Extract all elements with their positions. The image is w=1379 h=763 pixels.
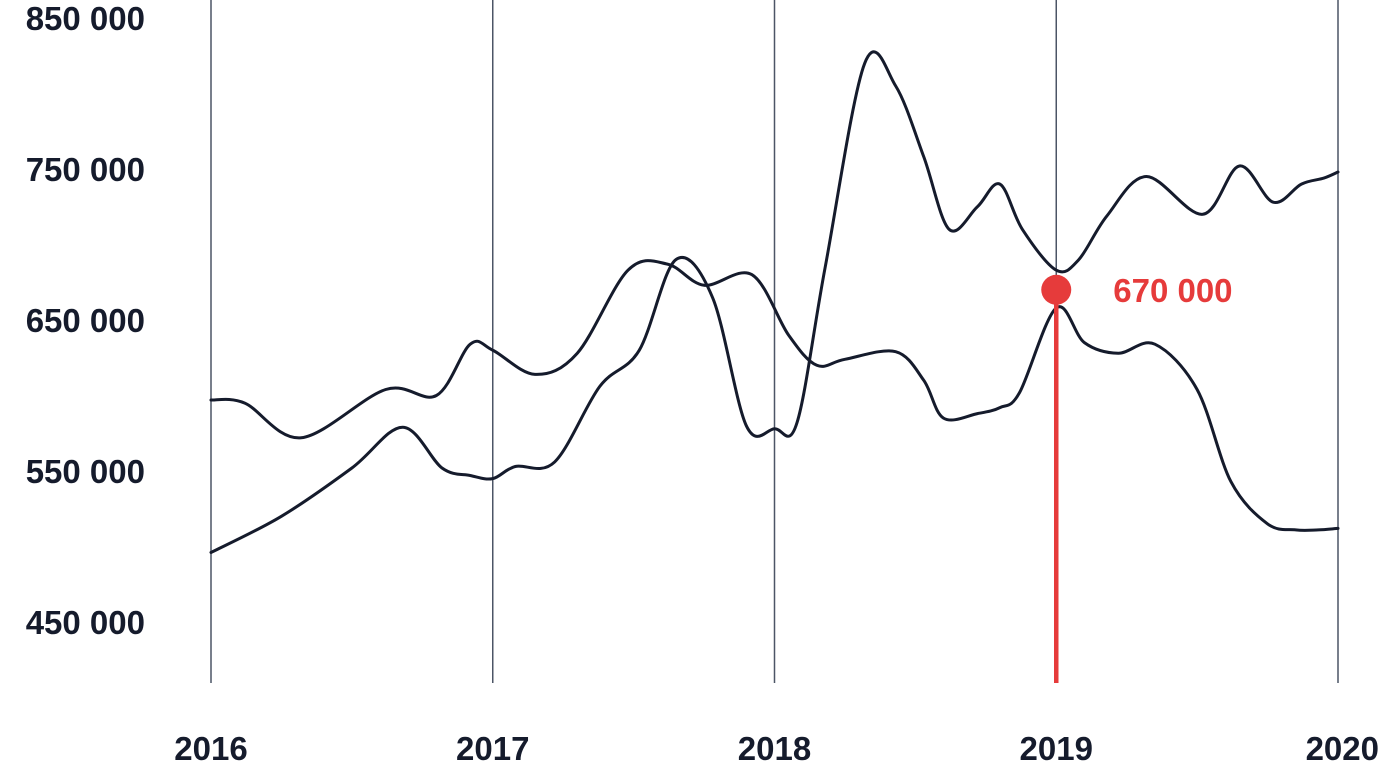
y-tick-label-450000: 450 000: [26, 604, 145, 641]
x-tick-label-2016: 2016: [174, 730, 247, 763]
x-axis-tick-labels: 2016 2017 2018 2019 2020: [174, 730, 1379, 763]
y-tick-label-750000: 750 000: [26, 151, 145, 188]
y-tick-label-850000: 850 000: [26, 0, 145, 37]
series-line-2: [209, 50, 1340, 554]
highlight-marker: 670 000: [1041, 272, 1233, 683]
series-line-1: [209, 259, 1340, 532]
series-lines: [209, 50, 1340, 554]
highlight-value-label: 670 000: [1113, 272, 1232, 309]
x-tick-label-2017: 2017: [456, 730, 529, 763]
y-tick-label-650000: 650 000: [26, 302, 145, 339]
x-tick-label-2020: 2020: [1306, 730, 1379, 763]
y-tick-label-550000: 550 000: [26, 453, 145, 490]
y-axis-tick-labels: 450 000 550 000 650 000 750 000 850 000: [26, 0, 145, 641]
vertical-gridlines: [210, 0, 1339, 683]
x-tick-label-2018: 2018: [738, 730, 811, 763]
highlight-point: [1041, 274, 1072, 305]
x-tick-label-2019: 2019: [1020, 730, 1093, 763]
